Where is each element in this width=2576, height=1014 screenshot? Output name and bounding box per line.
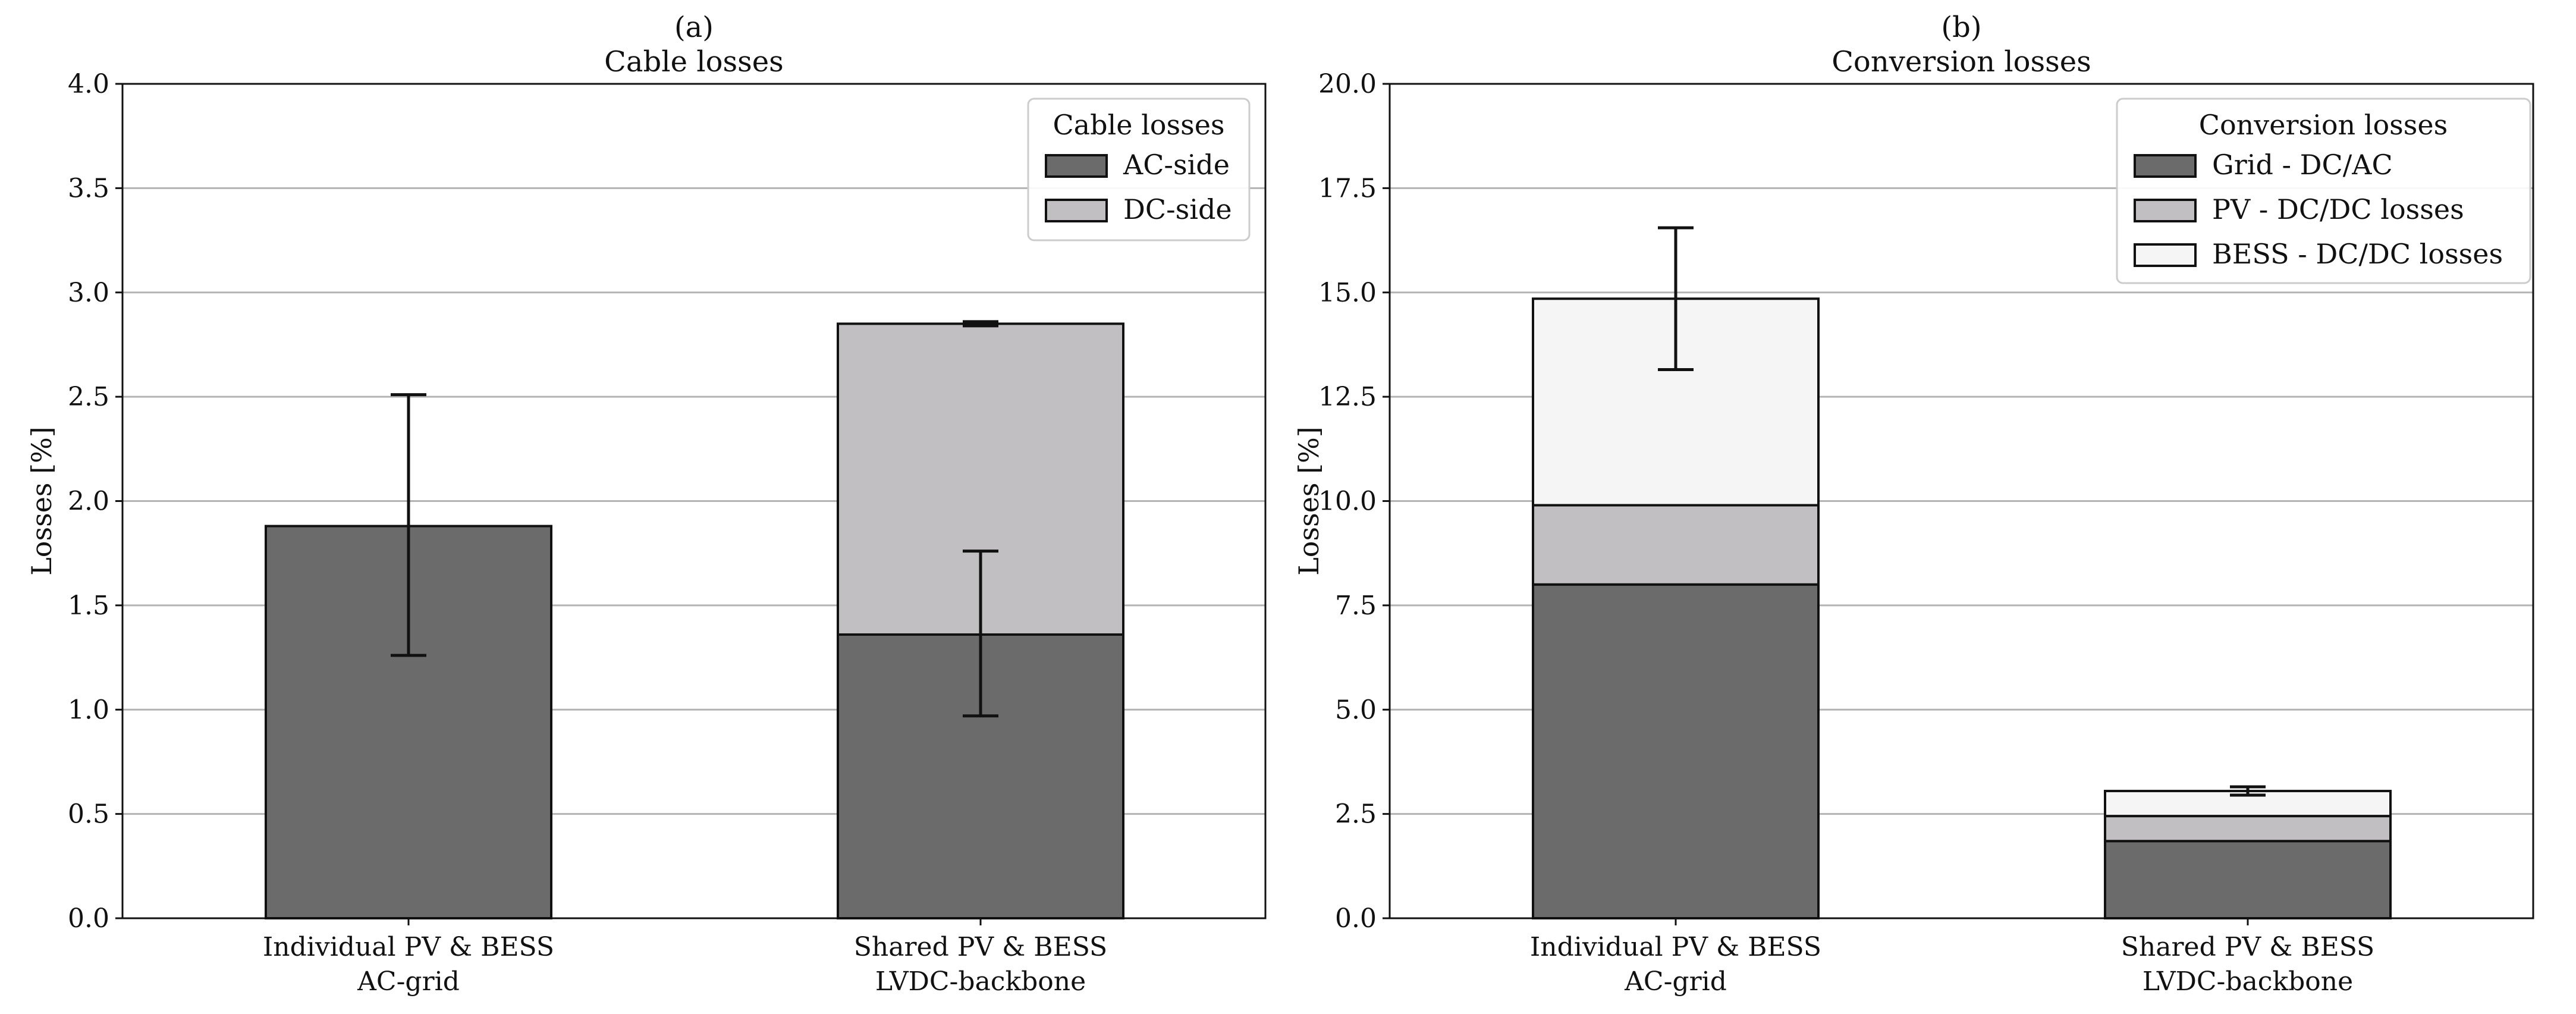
legend-title: Cable losses — [1053, 109, 1224, 141]
y-tick-label: 0.5 — [68, 799, 109, 830]
y-tick-label: 5.0 — [1335, 695, 1377, 725]
y-axis-title: Losses [%] — [26, 426, 58, 576]
y-tick-label: 17.5 — [1318, 173, 1377, 203]
y-tick-label: 20.0 — [1318, 69, 1377, 99]
y-tick-label: 3.0 — [68, 278, 109, 308]
bar-bess-dc-dc-losses — [2104, 790, 2392, 818]
x-tick-label: LVDC-backbone — [2143, 966, 2353, 997]
y-tick-label: 2.5 — [68, 382, 109, 412]
y-axis-title: Losses [%] — [1293, 426, 1325, 576]
axes-frame — [121, 83, 1267, 919]
legend-title: Conversion losses — [2199, 109, 2448, 141]
legend-label: AC-side — [1123, 149, 1230, 181]
y-tick-label: 1.0 — [68, 695, 109, 725]
bar-grid-dc-ac — [2104, 840, 2392, 920]
bar-grid-dc-ac — [1532, 583, 1820, 919]
panel-title: Cable losses — [604, 45, 784, 79]
y-tick-label: 1.5 — [68, 591, 109, 621]
legend-label: Grid - DC/AC — [2212, 149, 2393, 181]
panel-label: (b) — [1941, 11, 1981, 44]
x-tick-label: AC-grid — [357, 966, 460, 997]
y-tick-label: 15.0 — [1318, 278, 1377, 308]
x-tick-label: Shared PV & BESS — [854, 932, 1107, 962]
bar-pv-dc-dc-losses — [1532, 504, 1820, 586]
x-tick-label: Shared PV & BESS — [2121, 932, 2374, 962]
legend-label: PV - DC/DC losses — [2212, 193, 2464, 225]
panel-label: (a) — [674, 11, 714, 44]
x-tick-label: Individual PV & BESS — [263, 932, 554, 962]
legend-swatch — [1045, 154, 1108, 178]
legend-swatch — [1045, 199, 1108, 222]
axes-frame — [1388, 83, 2534, 919]
legend-label: BESS - DC/DC losses — [2212, 238, 2503, 270]
legend-box — [2116, 98, 2531, 284]
legend-swatch — [2134, 243, 2197, 267]
y-tick-label: 0.0 — [1335, 903, 1377, 934]
legend-swatch — [2134, 154, 2197, 178]
y-tick-label: 2.0 — [68, 486, 109, 517]
x-tick-label: AC-grid — [1624, 966, 1727, 997]
y-tick-label: 4.0 — [68, 69, 109, 99]
y-tick-label: 3.5 — [68, 173, 109, 203]
legend-label: DC-side — [1123, 193, 1232, 225]
panel-b: 0.0 2.5 5.0 7.5 10.0 12.5 15.0 17.5 20.0 Individu… — [1293, 11, 2534, 997]
bar-pv-dc-dc-losses — [2104, 815, 2392, 843]
panel-title: Conversion losses — [1832, 45, 2091, 79]
x-tick-label: LVDC-backbone — [875, 966, 1086, 997]
y-tick-label: 0.0 — [68, 903, 109, 934]
y-tick-label: 12.5 — [1318, 382, 1377, 412]
legend-swatch — [2134, 199, 2197, 222]
y-tick-label: 2.5 — [1335, 799, 1377, 830]
y-tick-label: 7.5 — [1335, 591, 1377, 621]
y-tick-label: 10.0 — [1318, 486, 1377, 517]
x-tick-label: Individual PV & BESS — [1530, 932, 1821, 962]
panel-a: 0.0 0.5 1.0 1.5 2.0 2.5 3.0 3.5 4.0 Individual PV… — [26, 11, 1267, 997]
